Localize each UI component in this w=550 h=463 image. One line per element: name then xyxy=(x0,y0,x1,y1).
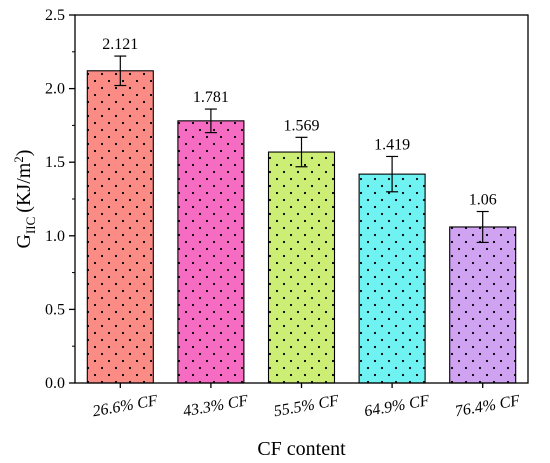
data-label: 1.569 xyxy=(284,117,320,134)
data-label: 1.419 xyxy=(374,136,410,153)
bar-pattern xyxy=(177,120,245,384)
data-label: 1.781 xyxy=(193,89,229,106)
error-bars-layer xyxy=(114,55,489,244)
x-tick-label: 43.3% CF xyxy=(182,392,250,420)
x-tick-label: 26.6% CF xyxy=(91,392,159,420)
data-label: 1.06 xyxy=(469,192,497,209)
x-axis: 26.6% CF 43.3% CF 55.5% CF 64.9% CF 76.4% CF xyxy=(91,383,522,420)
bar-pattern xyxy=(86,70,154,384)
data-labels-layer: 2.121 1.781 1.569 1.419 1.06 xyxy=(102,36,496,208)
y-axis-title-subscript: IIC xyxy=(23,217,38,234)
bars-layer xyxy=(86,70,517,384)
y-axis-title-superscript: 2 xyxy=(11,156,26,163)
bar-pattern xyxy=(267,151,336,384)
x-tick-label: 76.4% CF xyxy=(454,392,522,420)
y-tick-label: 1.5 xyxy=(45,154,65,171)
bar-pattern xyxy=(449,226,517,384)
y-tick-label: 0.5 xyxy=(45,301,65,318)
y-tick-label: 2.0 xyxy=(45,81,65,98)
y-tick-label: 1.0 xyxy=(45,228,65,245)
y-axis: 0.0 0.5 1.0 1.5 2.0 2.5 xyxy=(45,7,75,392)
x-axis-title: CF content xyxy=(257,438,346,460)
data-label: 2.121 xyxy=(102,36,138,53)
y-axis-title-unit: (KJ/m xyxy=(13,162,35,212)
y-axis-title-close: ) xyxy=(13,150,35,157)
y-tick-label: 2.5 xyxy=(45,7,65,24)
y-tick-label: 0.0 xyxy=(45,375,65,392)
y-axis-title-main: G xyxy=(13,234,35,248)
y-axis-title: GIIC (KJ/m2) xyxy=(11,150,38,249)
x-tick-label: 64.9% CF xyxy=(363,392,431,420)
x-tick-label: 55.5% CF xyxy=(272,392,340,420)
bar-pattern xyxy=(358,173,426,384)
